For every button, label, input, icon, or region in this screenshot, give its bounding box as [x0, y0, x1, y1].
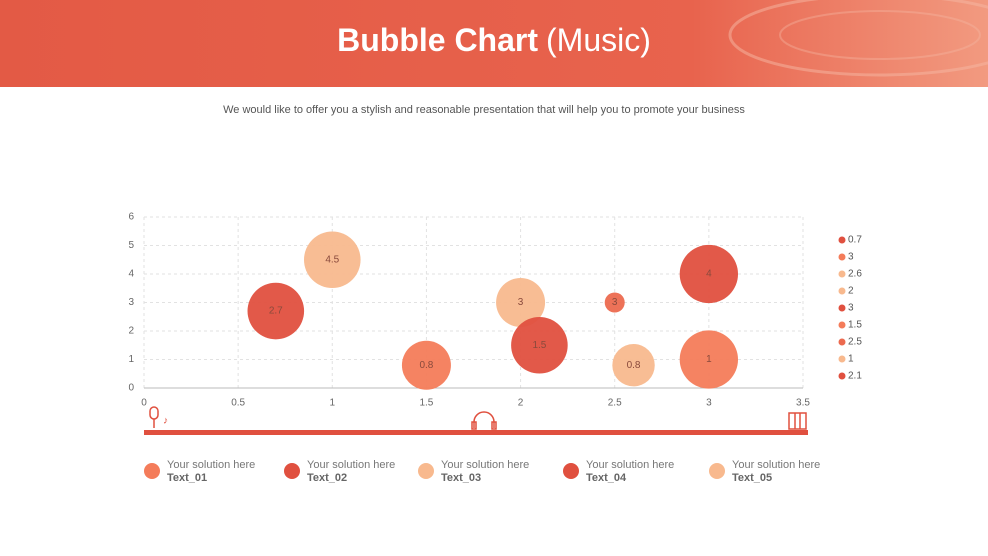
footer-text: Your solution here	[732, 459, 820, 471]
mic-icon: ♪	[149, 406, 168, 428]
legend-swatch	[838, 304, 846, 312]
data-label: 3	[612, 297, 618, 308]
bubble	[247, 282, 305, 340]
headphones-icon	[471, 411, 497, 430]
data-label: 4.5	[325, 254, 339, 265]
footer-text: Your solution here	[586, 459, 674, 471]
footer-dot	[284, 463, 300, 479]
footer-dot	[563, 463, 579, 479]
decor	[728, 0, 988, 77]
footer-text: Your solution here	[441, 459, 529, 471]
bubble	[401, 340, 451, 390]
piano-icon	[788, 412, 807, 430]
bubble	[604, 292, 625, 313]
legend-label: 1.5	[848, 320, 862, 331]
y-tick-label: 4	[128, 269, 134, 280]
title-suffix: (Music)	[546, 22, 651, 58]
legend-swatch	[838, 253, 846, 261]
bubble	[511, 316, 568, 374]
footer-dot	[144, 463, 160, 479]
x-tick-label: 3.5	[796, 398, 810, 409]
bubble	[612, 343, 655, 387]
title: Bubble Chart (Music)	[337, 22, 651, 58]
y-tick-label: 5	[128, 240, 134, 251]
y-tick-label: 2	[128, 326, 134, 337]
legend-label: 2.6	[848, 269, 862, 280]
footer-label: Text_05	[732, 472, 772, 484]
data-label: 2.7	[269, 306, 283, 317]
footer-text: Your solution here	[307, 459, 395, 471]
legend-label: 2.5	[848, 337, 862, 348]
footer-dot	[418, 463, 434, 479]
bubble	[496, 278, 546, 327]
legend-swatch	[838, 355, 846, 363]
x-tick-label: 0.5	[231, 398, 245, 409]
legend-label: 2	[848, 286, 854, 297]
legend-swatch	[838, 287, 846, 295]
legend-label: 3	[848, 303, 854, 314]
footer-label: Text_01	[167, 472, 207, 484]
y-tick-label: 0	[128, 383, 134, 394]
title-main: Bubble Chart	[337, 22, 538, 58]
x-tick-label: 1	[330, 398, 336, 409]
data-label: 3	[518, 297, 524, 308]
subtitle: We would like to offer you a stylish and…	[223, 104, 745, 116]
footer-label: Text_04	[586, 472, 627, 484]
y-tick-label: 3	[128, 297, 134, 308]
data-label: 4	[706, 269, 712, 280]
legend-swatch	[838, 338, 846, 346]
legend-swatch	[838, 372, 846, 380]
legend-swatch	[838, 236, 846, 244]
svg-text:♪: ♪	[163, 416, 168, 427]
footer-dot	[709, 463, 725, 479]
footer-label: Text_03	[441, 472, 481, 484]
bubble	[679, 244, 739, 304]
bubble	[304, 231, 361, 289]
y-tick-label: 1	[128, 354, 134, 365]
data-label: 0.8	[627, 360, 641, 371]
x-tick-label: 3	[706, 398, 712, 409]
legend-label: 3	[848, 252, 854, 263]
legend-swatch	[838, 270, 846, 278]
decor	[779, 10, 981, 60]
chart: 0 1 2 3 4 5 6 0 0.5 1 1.5 2 2.5 3 3.5 2.7 1 0.8 3 4 0.8 3 4.5 1…	[128, 212, 862, 409]
footer-label: Text_02	[307, 472, 347, 484]
timeline-bar	[144, 430, 808, 435]
legend-swatch	[838, 321, 846, 329]
legend-label: 2.1	[848, 371, 862, 382]
legend-label: 0.7	[848, 235, 862, 246]
x-tick-label: 2.5	[608, 398, 622, 409]
data-label: 1.5	[532, 340, 546, 351]
bubble	[679, 330, 739, 389]
data-label: 1	[706, 354, 712, 365]
legend-label: 1	[848, 354, 854, 365]
footer-text: Your solution here	[167, 459, 255, 471]
x-tick-label: 2	[518, 398, 524, 409]
data-label: 0.8	[419, 360, 433, 371]
x-tick-label: 0	[141, 398, 147, 409]
x-tick-label: 1.5	[419, 398, 433, 409]
y-tick-label: 6	[128, 212, 134, 223]
